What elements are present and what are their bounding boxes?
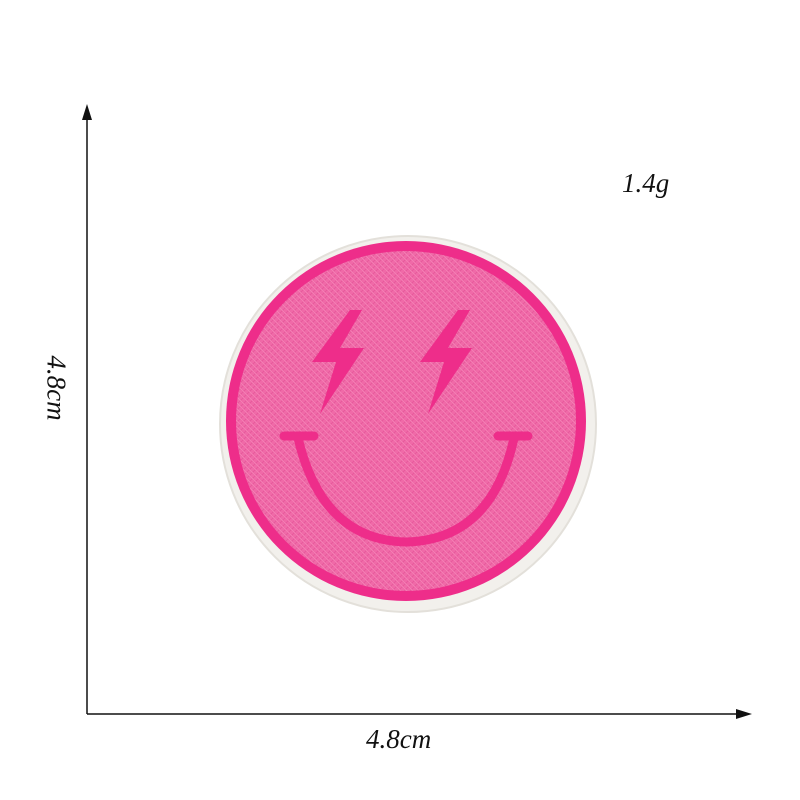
lightning-bolt-icon [420,310,472,414]
width-label: 4.8cm [366,724,432,754]
smile-mouth [293,433,519,547]
height-label: 4.8cm [41,355,72,421]
smiley-patch-image [219,235,597,613]
up-arrow-icon [82,104,92,120]
patch-face [236,251,576,591]
right-arrow-icon [736,709,752,719]
lightning-bolt-icon [312,310,364,414]
weight-label: 1.4g [622,168,670,198]
